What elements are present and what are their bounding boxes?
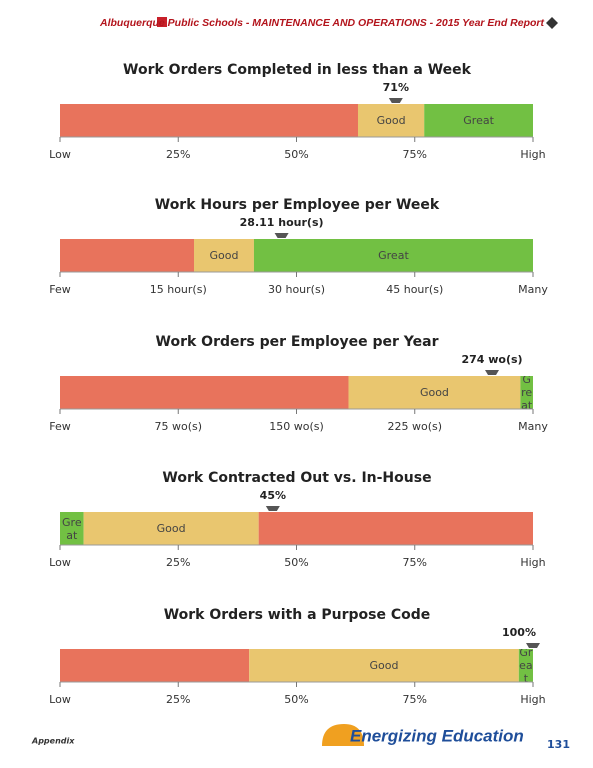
- band: [253, 239, 533, 272]
- value-marker: [485, 370, 500, 375]
- band-label: Great: [463, 114, 494, 127]
- x-tick-label: Many: [518, 420, 548, 433]
- chart-title: Work Orders per Employee per Year: [156, 334, 439, 350]
- band-label: Good: [376, 114, 406, 127]
- x-tick-label: 30 hour(s): [268, 283, 325, 296]
- x-tick-label: Few: [49, 283, 71, 296]
- band: [258, 512, 533, 545]
- x-tick-label: 225 wo(s): [387, 420, 442, 433]
- value-label: 274 wo(s): [461, 353, 522, 366]
- value-marker: [526, 643, 540, 648]
- band-label: Great: [378, 249, 409, 262]
- x-tick-label: Low: [49, 556, 71, 569]
- chart-title: Work Hours per Employee per Week: [155, 197, 440, 213]
- x-tick-label: 75%: [403, 556, 427, 569]
- band-label-box: Great: [378, 249, 409, 262]
- x-tick-label: 75%: [403, 693, 427, 706]
- chart-title: Work Contracted Out vs. In-House: [162, 470, 431, 486]
- chart-title: Work Orders with a Purpose Code: [164, 607, 431, 623]
- value-marker: [274, 233, 289, 238]
- footer-section: Appendix: [31, 737, 75, 746]
- x-tick-label: 25%: [166, 556, 190, 569]
- x-tick-label: 75 wo(s): [154, 420, 202, 433]
- footer-logo: Energizing Education: [350, 726, 524, 745]
- band-label-box: Good: [369, 659, 399, 672]
- x-tick-label: Low: [49, 693, 71, 706]
- band: [60, 239, 195, 272]
- band: [518, 649, 533, 682]
- chart-title: Work Orders Completed in less than a Wee…: [123, 62, 472, 78]
- band: [424, 104, 533, 137]
- band-label: Good: [369, 659, 399, 672]
- band-label-box: Good: [156, 522, 186, 535]
- header-icon: [157, 17, 167, 27]
- header-title: Albuquerque Public Schools - MAINTENANCE…: [99, 17, 544, 29]
- page-number: 131: [547, 738, 570, 751]
- band-label: Good: [156, 522, 186, 535]
- x-tick-label: 15 hour(s): [150, 283, 207, 296]
- x-tick-label: 75%: [403, 148, 427, 161]
- band: [520, 376, 533, 409]
- band: [83, 512, 259, 545]
- band: [249, 649, 519, 682]
- band-label-box: Great: [62, 515, 82, 542]
- band: [60, 104, 358, 137]
- x-tick-label: Few: [49, 420, 71, 433]
- x-tick-label: Low: [49, 148, 71, 161]
- x-tick-label: 150 wo(s): [269, 420, 324, 433]
- band: [60, 376, 349, 409]
- band-label-box: Great: [519, 649, 533, 682]
- x-tick-label: High: [520, 693, 545, 706]
- x-tick-label: 25%: [166, 693, 190, 706]
- band-label-box: Good: [209, 249, 239, 262]
- value-label: 28.11 hour(s): [240, 216, 324, 229]
- band: [60, 649, 250, 682]
- value-label: 45%: [260, 489, 286, 502]
- band-label-box: Great: [463, 114, 494, 127]
- x-tick-label: High: [520, 148, 545, 161]
- band-label-box: Good: [419, 386, 449, 399]
- x-tick-label: 45 hour(s): [386, 283, 443, 296]
- value-marker: [388, 98, 403, 103]
- band: [194, 239, 254, 272]
- x-tick-label: 50%: [284, 148, 308, 161]
- value-marker: [265, 506, 280, 511]
- band-label: Great: [519, 649, 533, 682]
- x-tick-label: 50%: [284, 693, 308, 706]
- band-label-box: Good: [376, 114, 406, 127]
- header-logo: [546, 17, 558, 29]
- x-tick-label: Many: [518, 283, 548, 296]
- hard-hat: [322, 724, 364, 746]
- x-tick-label: High: [520, 556, 545, 569]
- x-tick-label: 50%: [284, 556, 308, 569]
- band: [348, 376, 521, 409]
- band-label: Great: [62, 515, 82, 542]
- band-label: Good: [209, 249, 239, 262]
- value-label: 100%: [502, 626, 536, 639]
- band: [357, 104, 425, 137]
- band-label: Great: [521, 376, 533, 409]
- band: [60, 512, 84, 545]
- band-label-box: Great: [521, 376, 533, 409]
- x-tick-label: 25%: [166, 148, 190, 161]
- value-label: 71%: [383, 81, 409, 94]
- band-label: Good: [419, 386, 449, 399]
